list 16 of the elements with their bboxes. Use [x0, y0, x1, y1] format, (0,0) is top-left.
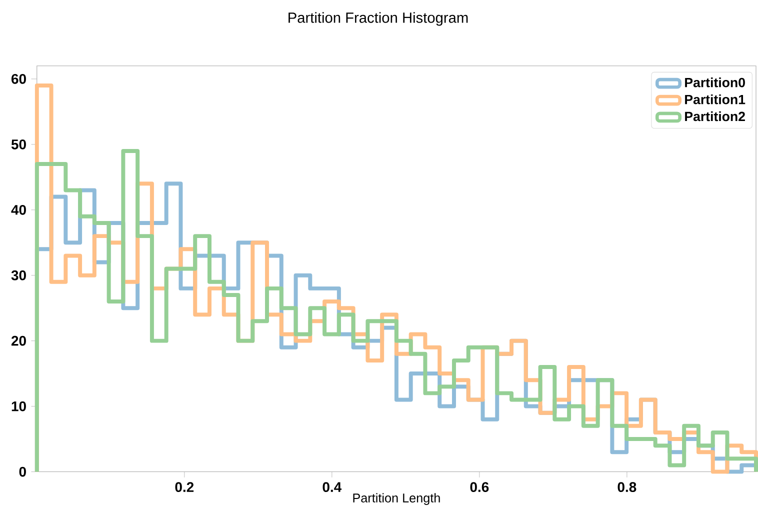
chart-title: Partition Fraction Histogram	[288, 12, 468, 26]
y-tick-label: 50	[11, 139, 26, 150]
legend-label: Partition2	[685, 111, 745, 121]
y-tick-label: 60	[12, 74, 26, 84]
legend-label: Partition1	[685, 94, 746, 104]
x-tick-label: 0.6	[470, 482, 489, 492]
x-tick-label: 0.8	[618, 482, 636, 492]
y-tick-label: 30	[11, 270, 26, 280]
x-tick-label: 0.4	[322, 482, 342, 492]
y-tick-label: 20	[11, 336, 26, 346]
y-tick-label: 0	[19, 466, 26, 477]
y-tick-label: 40	[11, 204, 26, 215]
x-axis-title: Partition Length	[353, 492, 440, 505]
legend-label: Partition0	[685, 77, 745, 88]
y-tick-label: 10	[12, 401, 26, 412]
x-tick-label: 0.2	[175, 482, 194, 492]
